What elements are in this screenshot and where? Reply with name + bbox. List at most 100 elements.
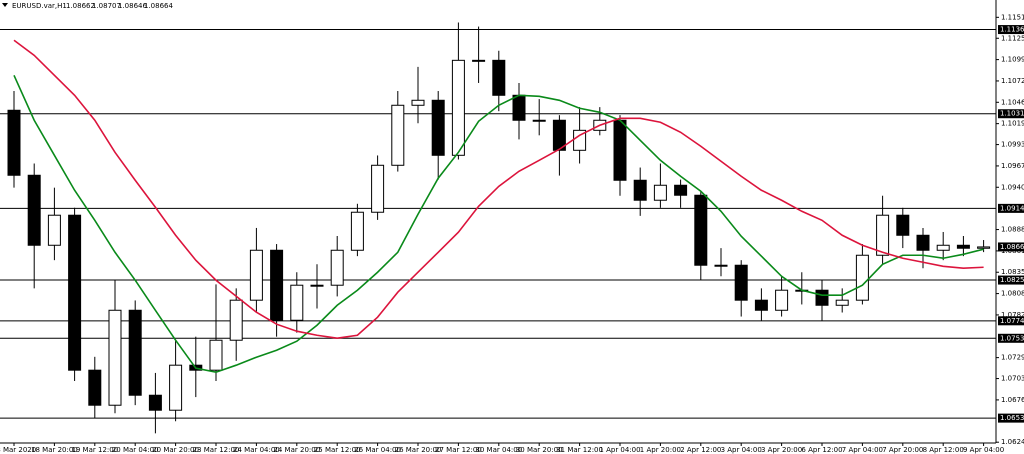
x-tick-label: 1 Apr 20:00 (640, 446, 681, 454)
candle-body (492, 59, 506, 96)
x-tick-label: 24 Mar 04:00 (233, 446, 280, 454)
level-label-box (998, 275, 1024, 285)
candle-body (330, 249, 344, 286)
candle-body (694, 194, 708, 266)
y-tick-label: 1.11255 (1001, 34, 1024, 42)
x-tick-label: 30 Mar 20:00 (516, 446, 563, 454)
level-label-box (998, 203, 1024, 213)
level-label: 1.10318 (1000, 110, 1024, 118)
level-label: 1.11363 (1000, 26, 1024, 34)
candle-body (754, 299, 768, 311)
candle-body (128, 309, 142, 396)
symbol: EURUSD.var,H1 (12, 2, 67, 10)
header-low: 1.08646 (118, 2, 147, 10)
y-tick-label: 1.09935 (1001, 141, 1024, 149)
candle-body (391, 104, 405, 166)
level-label-box (998, 316, 1024, 326)
header-high: 1.08707 (92, 2, 121, 10)
candle-body (7, 109, 21, 176)
y-tick-label: 1.08085 (1001, 290, 1024, 298)
x-tick-label: 6 Apr 12:00 (801, 446, 842, 454)
x-tick-label: 25 Mar 12:00 (314, 446, 361, 454)
x-tick-label: 20 Mar 04:00 (112, 446, 159, 454)
y-tick-label: 1.06240 (1001, 438, 1024, 446)
candle-body (775, 289, 789, 311)
candle-body (734, 264, 748, 301)
candle-body (290, 284, 304, 321)
candle-body (613, 119, 627, 181)
level-label-box (998, 413, 1024, 423)
candle-body (633, 179, 647, 201)
candle-body (249, 249, 263, 301)
candle-body (956, 244, 970, 249)
y-tick-label: 1.08880 (1001, 226, 1024, 234)
y-tick-label: 1.06765 (1001, 396, 1024, 404)
candle-body (27, 174, 41, 246)
candle-body (855, 254, 869, 301)
y-tick-label: 1.07030 (1001, 375, 1024, 383)
candle-body (916, 234, 930, 251)
x-tick-label: 3 Apr 20:00 (761, 446, 802, 454)
candle-body (653, 184, 667, 201)
candle-body (876, 214, 890, 256)
level-label: 1.07747 (1000, 317, 1024, 325)
candle-body (714, 264, 728, 267)
x-tick-label: 26 Mar 04:00 (354, 446, 401, 454)
x-tick-label: 18 Mar 20:00 (31, 446, 78, 454)
y-tick-label: 1.10195 (1001, 120, 1024, 128)
x-tick-label: 18 Mar 2020 (0, 446, 36, 454)
candle-body (310, 284, 324, 287)
header-close: 1.08664 (144, 2, 173, 10)
level-label-box (998, 109, 1024, 119)
candle-body (270, 249, 284, 321)
candle-body (108, 309, 122, 406)
candle-body (472, 59, 486, 62)
candle-body (68, 214, 82, 371)
x-tick-label: 23 Mar 12:00 (193, 446, 240, 454)
x-tick-label: 20 Mar 20:00 (152, 446, 199, 454)
x-tick-label: 3 Apr 04:00 (721, 446, 762, 454)
y-tick-label: 1.11515 (1001, 13, 1024, 21)
candle-body (371, 164, 385, 213)
level-label: 1.06539 (1000, 414, 1024, 422)
y-tick-label: 1.10990 (1001, 56, 1024, 64)
y-tick-label: 1.07290 (1001, 354, 1024, 362)
level-label: 1.09143 (1000, 204, 1024, 212)
level-label-box (998, 25, 1024, 35)
x-tick-label: 7 Apr 04:00 (842, 446, 883, 454)
candle-body (896, 214, 910, 236)
menu-arrow[interactable] (2, 3, 8, 7)
candle-body (229, 299, 243, 341)
x-tick-label: 24 Mar 20:00 (273, 446, 320, 454)
y-tick-label: 1.09405 (1001, 183, 1024, 191)
y-tick-label: 1.10460 (1001, 98, 1024, 106)
candle-body (835, 299, 849, 306)
candle-body (512, 94, 526, 121)
candle-body (815, 289, 829, 306)
candle-body (411, 99, 425, 106)
x-tick-label: 27 Mar 12:00 (435, 446, 482, 454)
current-price-box (998, 242, 1024, 252)
candle-body (88, 369, 102, 406)
x-tick-label: 26 Mar 20:00 (395, 446, 442, 454)
x-tick-label: 19 Mar 12:00 (71, 446, 118, 454)
plot-area (0, 22, 996, 434)
level-label: 1.08253 (1000, 276, 1024, 284)
candle-body (209, 339, 223, 371)
x-tick-label: 31 Mar 12:00 (556, 446, 603, 454)
candle-body (47, 214, 61, 246)
candle-body (451, 59, 465, 156)
candle-body (431, 99, 445, 156)
x-tick-label: 7 Apr 20:00 (882, 446, 923, 454)
level-label-box (998, 333, 1024, 343)
candle-body (148, 394, 162, 411)
candle-body (977, 246, 991, 249)
candle-body (350, 211, 364, 251)
level-label: 1.0753 (1000, 334, 1024, 342)
y-tick-label: 1.08350 (1001, 268, 1024, 276)
x-tick-label: 8 Apr 12:00 (923, 446, 964, 454)
candle-body (532, 119, 546, 122)
moving-average (13, 39, 984, 340)
